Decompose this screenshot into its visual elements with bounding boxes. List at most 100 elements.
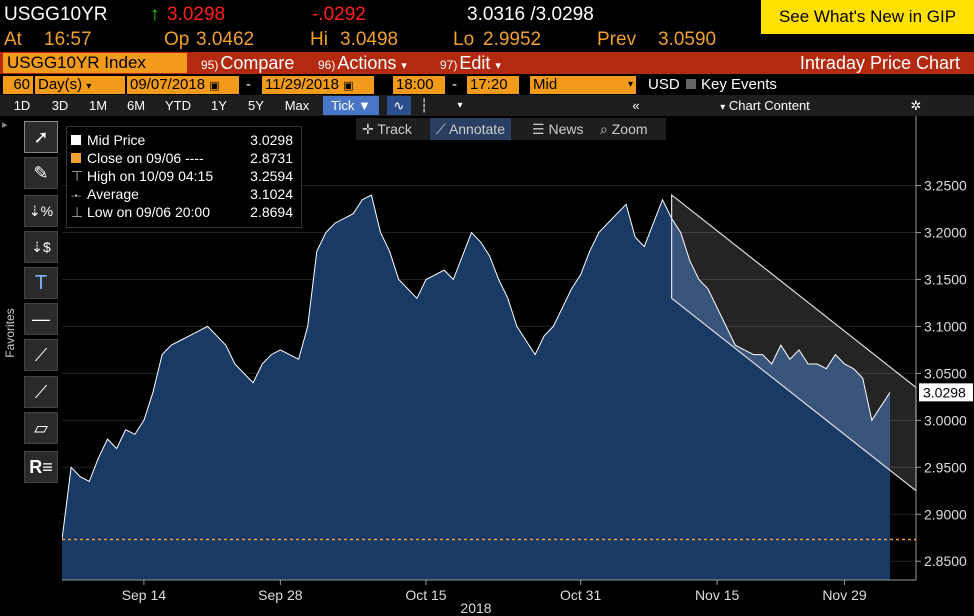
dropdown-arrow-icon: ▾ (401, 60, 407, 72)
range-button-ytd[interactable]: YTD (165, 98, 191, 113)
key-events-toggle[interactable]: Key Events (686, 75, 777, 95)
x-tick-label: Sep 28 (258, 587, 303, 603)
annotate-icon: ⟋ (436, 121, 446, 137)
horizontal-line-tool-icon[interactable]: — (24, 303, 58, 335)
y-tick-label: 3.0500 (924, 365, 967, 381)
page-title: Intraday Price Chart (799, 53, 960, 73)
legend-swatch (71, 153, 81, 163)
range-button-1m[interactable]: 1M (88, 98, 108, 113)
period-unit-select[interactable]: Day(s) ▾ (35, 76, 125, 94)
at-label: At (4, 29, 22, 50)
legend-low: ⊥ Low on 09/06 20:00 2.8694 (71, 204, 293, 220)
dropdown-arrow-icon: ▾ (495, 60, 501, 72)
high-marker-icon: ⊤ (71, 168, 84, 184)
price-area (62, 195, 890, 580)
checkbox[interactable] (686, 79, 696, 89)
up-arrow-icon: ↑ (150, 4, 160, 25)
zoom-button[interactable]: ⌕ Zoom (600, 121, 648, 137)
range-button-5y[interactable]: 5Y (248, 98, 264, 113)
time-separator: - (452, 76, 457, 93)
date-separator: - (246, 76, 251, 93)
y-tick-label: 2.9500 (924, 459, 967, 475)
crosshair-icon: ✛ (362, 121, 374, 137)
range-toolbar (0, 95, 974, 116)
range-button-6m[interactable]: 6M (126, 98, 146, 113)
y-tick-label: 3.2000 (924, 225, 967, 241)
x-axis: Sep 14 Sep 28 Oct 15 Oct 31 Nov 15 Nov 29 2018 (62, 579, 916, 616)
percent-tool-icon[interactable]: ⇣% (24, 195, 58, 227)
x-tick-label: Oct 31 (560, 587, 601, 603)
period-field[interactable]: 60 (3, 76, 33, 94)
price-line (61, 194, 891, 540)
last-price: 3.0298 (167, 4, 226, 25)
legend-swatch (71, 135, 81, 145)
chart-content-button[interactable]: ▾ Chart Content (720, 98, 810, 113)
expand-icon[interactable]: ▸ (2, 119, 8, 131)
chevron-down-icon: ▾ (720, 102, 726, 113)
range-button-3d[interactable]: 3D (51, 98, 69, 113)
start-date-field[interactable]: 09/07/2018 ▣ (127, 76, 239, 94)
chart-legend[interactable]: Mid Price 3.0298 Close on 09/06 ---- 2.8… (66, 126, 302, 228)
price-type-select[interactable]: Mid ▾ (530, 76, 636, 94)
search-icon: ⌕ (600, 121, 608, 137)
range-button-1y[interactable]: 1Y (211, 98, 227, 113)
y-tick-label: 3.1000 (924, 318, 967, 334)
open-value: 3.0462 (196, 29, 255, 50)
legend-high: ⊤ High on 10/09 04:15 3.2594 (71, 168, 293, 184)
y-tick-label: 2.9000 (924, 506, 967, 522)
legend-close: Close on 09/06 ---- 2.8731 (71, 149, 297, 167)
last-value-label: 3.0298 (919, 383, 973, 402)
favorites-label: Favorites (3, 308, 17, 358)
start-time-field[interactable]: 18:00 (393, 76, 445, 94)
collapse-icon[interactable]: « (632, 98, 640, 113)
legend-mid: Mid Price 3.0298 (71, 131, 297, 149)
reset-tool-icon[interactable]: R≡ (24, 451, 58, 483)
y-tick-label: 2.8500 (924, 553, 967, 569)
calendar-icon[interactable]: ▣ (343, 80, 354, 92)
track-button[interactable]: ✛ Track (362, 121, 412, 137)
open-label: Op (164, 29, 190, 50)
ray-tool-icon[interactable]: ⟋ (24, 376, 58, 408)
end-date-field[interactable]: 11/29/2018 ▣ (262, 76, 374, 94)
news-icon: ☰ (532, 121, 545, 137)
range-button-max[interactable]: Max (284, 98, 310, 113)
pointer-tool-icon[interactable]: ➚ (24, 121, 58, 153)
dollar-tool-icon[interactable]: ⇣$ (24, 231, 58, 263)
whats-new-button[interactable]: See What's New in GIP (761, 0, 974, 34)
calendar-icon[interactable]: ▣ (209, 80, 220, 92)
favorites-tab[interactable]: Favorites (0, 286, 18, 386)
security-field[interactable]: USGG10YR Index (3, 53, 187, 73)
dropdown-arrow-icon[interactable]: ▾ (457, 100, 463, 111)
quote-time: 16:57 (44, 29, 92, 50)
prev-value: 3.0590 (658, 29, 717, 50)
annotate-button[interactable]: ⟋ Annotate (430, 118, 511, 140)
line-chart-icon[interactable]: ∿ (387, 96, 411, 115)
end-time-field[interactable]: 17:20 (467, 76, 519, 94)
text-tool-icon[interactable]: T (24, 267, 58, 299)
low-marker-icon: ⊥ (71, 204, 84, 220)
trendline-tool-icon[interactable]: ⟋ (24, 339, 58, 371)
actions-button[interactable]: 96) Actions ▾ (318, 53, 407, 73)
x-tick-label: Nov 29 (822, 587, 867, 603)
high-value: 3.0498 (340, 29, 399, 50)
tick-select[interactable]: Tick ▼ (323, 96, 379, 115)
ticker: USGG10YR (4, 4, 108, 25)
dropdown-arrow-icon: ▾ (627, 79, 633, 90)
x-tick-label: Nov 15 (695, 587, 740, 603)
x-tick-label: Sep 14 (122, 587, 167, 603)
pencil-tool-icon[interactable]: ✎ (24, 157, 58, 189)
range-button-1d[interactable]: 1D (13, 98, 31, 113)
price-chart[interactable]: 3.2500 3.2000 3.1500 3.1000 3.0500 3.0000 2.95… (0, 116, 974, 616)
gear-icon[interactable]: ✲ (910, 98, 922, 113)
last-value-text: 3.0298 (923, 384, 966, 400)
edit-button[interactable]: 97) Edit ▾ (440, 53, 501, 73)
bar-chart-icon[interactable]: ┆ (420, 98, 428, 113)
net-change: -.0292 (312, 4, 366, 25)
channel-tool-icon[interactable]: ▱ (24, 412, 58, 444)
news-button[interactable]: ☰ News (532, 121, 584, 137)
dropdown-arrow-icon: ▾ (86, 81, 92, 92)
x-axis-label: 2018 (460, 600, 491, 616)
currency-label: USD (648, 76, 680, 93)
y-tick-label: 3.2500 (924, 178, 967, 194)
compare-button[interactable]: 95) Compare (201, 53, 295, 73)
